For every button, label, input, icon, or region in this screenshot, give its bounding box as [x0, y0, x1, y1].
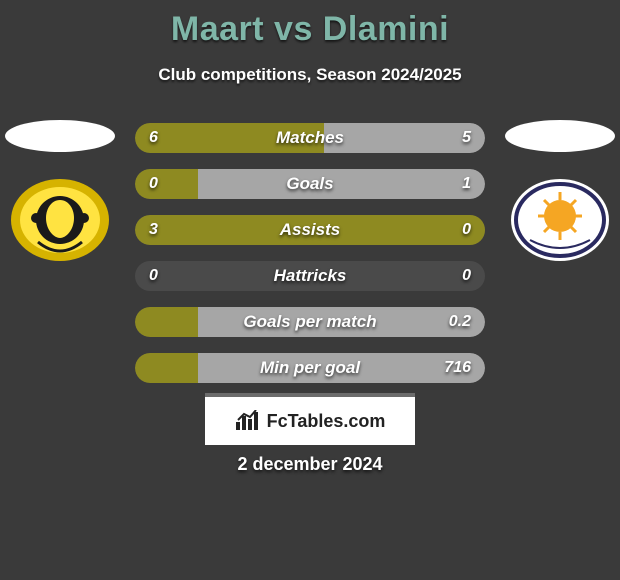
stat-label: Min per goal	[135, 353, 485, 383]
brand-text: FcTables.com	[267, 411, 386, 432]
stat-label: Goals per match	[135, 307, 485, 337]
date-label: 2 december 2024	[0, 454, 620, 475]
player-left-column	[0, 120, 120, 263]
avatar-right	[505, 120, 615, 152]
page-title: Maart vs Dlamini	[0, 0, 620, 49]
stat-label: Assists	[135, 215, 485, 245]
brand-rest: Tables.com	[288, 411, 386, 431]
club-badge-left	[10, 178, 110, 263]
stat-row: 716Min per goal	[135, 353, 485, 383]
brand-bold: Fc	[267, 411, 288, 431]
stat-label: Matches	[135, 123, 485, 153]
stat-label: Goals	[135, 169, 485, 199]
stat-row: 01Goals	[135, 169, 485, 199]
stat-row: 65Matches	[135, 123, 485, 153]
player-right-column	[500, 120, 620, 263]
stat-row: 00Hattricks	[135, 261, 485, 291]
brand-box: FcTables.com	[205, 393, 415, 445]
stat-row: 30Assists	[135, 215, 485, 245]
chart-icon	[235, 410, 261, 432]
stats-container: 65Matches 01Goals 30Assists 00Hattricks 0.2G…	[135, 123, 485, 399]
avatar-left	[5, 120, 115, 152]
subtitle: Club competitions, Season 2024/2025	[0, 65, 620, 85]
club-badge-right	[510, 178, 610, 263]
stat-row: 0.2Goals per match	[135, 307, 485, 337]
stat-label: Hattricks	[135, 261, 485, 291]
